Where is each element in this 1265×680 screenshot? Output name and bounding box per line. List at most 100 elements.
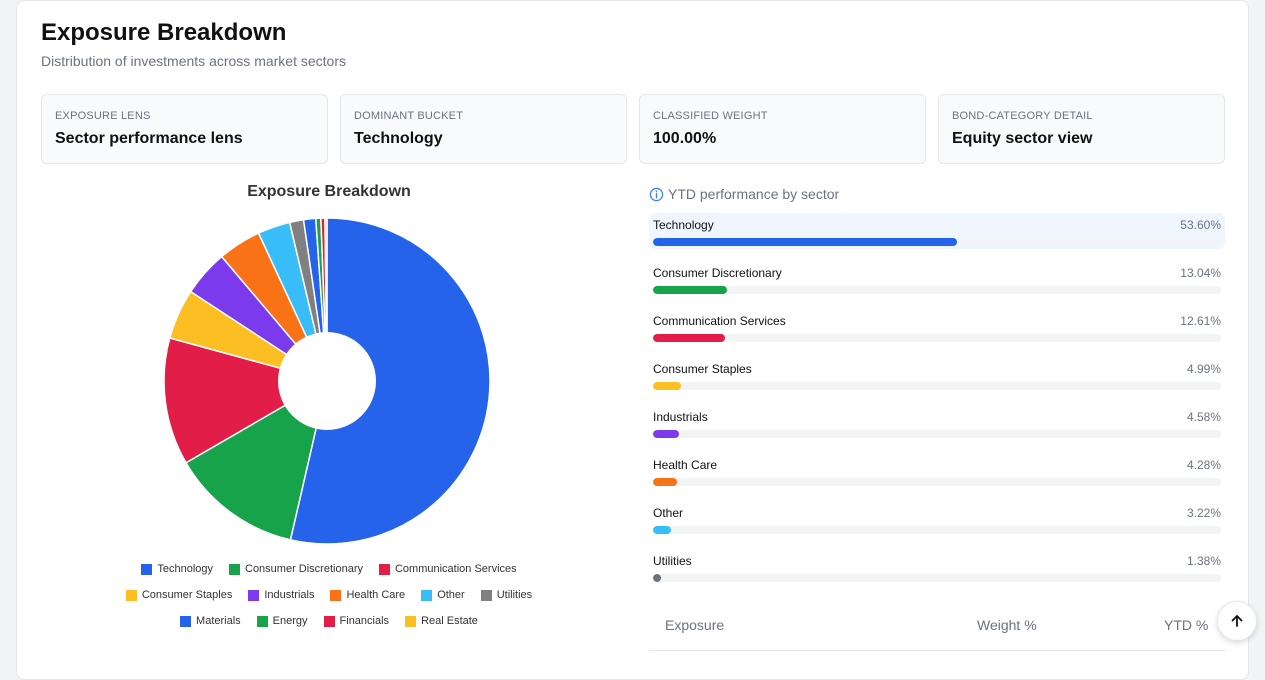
progress-fill [653, 478, 678, 486]
sector-pct: 3.22% [1186, 506, 1221, 520]
sector-name: Technology [653, 218, 714, 232]
progress-fill [653, 430, 679, 438]
progress-fill [653, 382, 682, 390]
sector-pct: 4.58% [1186, 410, 1221, 424]
legend-row: Technology Consumer Discretionary Communic… [41, 556, 617, 582]
legend-swatch [125, 589, 137, 601]
column-ytd[interactable]: YTD % [1164, 617, 1209, 633]
performance-list: Technology 53.60% Consumer Discretionary 13… [649, 213, 1225, 597]
legend-item[interactable]: Technology [141, 563, 213, 575]
scroll-to-top-button[interactable] [1217, 601, 1257, 641]
legend-item[interactable]: Financials [323, 615, 390, 627]
stat-label: EXPOSURE LENS [55, 110, 151, 122]
progress-track [653, 334, 1221, 342]
legend-label: Financials [339, 615, 390, 627]
legend-row: Materials Energy Financials Real Estate [41, 608, 617, 634]
stat-label: DOMINANT BUCKET [354, 110, 464, 122]
performance-row[interactable]: Consumer Staples 4.99% [649, 357, 1225, 405]
progress-track [653, 286, 1221, 294]
legend-swatch [405, 615, 417, 627]
legend-item[interactable]: Consumer Staples [125, 589, 233, 601]
legend-swatch [323, 615, 335, 627]
sector-name: Consumer Staples [653, 362, 752, 376]
page-subtitle: Distribution of investments across marke… [41, 53, 346, 69]
stat-label: CLASSIFIED WEIGHT [653, 110, 768, 122]
legend-swatch [421, 589, 433, 601]
progress-track [653, 382, 1221, 390]
legend-swatch [229, 563, 240, 575]
legend-item[interactable]: Materials [180, 615, 241, 627]
sector-name: Consumer Discretionary [653, 266, 782, 280]
performance-row[interactable]: Industrials 4.58% [649, 405, 1225, 453]
performance-row[interactable]: Utilities 1.38% [649, 549, 1225, 597]
legend-item[interactable]: Industrials [248, 589, 314, 601]
progress-fill [653, 334, 725, 342]
legend-item[interactable]: Other [421, 589, 465, 601]
legend-swatch [480, 589, 492, 601]
stat-classified-weight: CLASSIFIED WEIGHT 100.00% [639, 94, 926, 164]
stat-value: 100.00% [653, 130, 717, 147]
legend-item[interactable]: Real Estate [405, 615, 478, 627]
chart-title: Exposure Breakdown [247, 183, 411, 200]
legend-swatch [330, 589, 342, 601]
legend-label: Technology [157, 563, 213, 575]
progress-fill [653, 286, 728, 294]
performance-row[interactable]: Consumer Discretionary 13.04% [649, 261, 1225, 309]
legend-label: Consumer Staples [141, 589, 233, 601]
legend-item[interactable]: Health Care [330, 589, 405, 601]
sector-name: Industrials [653, 410, 708, 424]
stat-label: BOND-CATEGORY DETAIL [952, 110, 1093, 122]
legend-swatch [248, 589, 260, 601]
legend-item[interactable]: Utilities [480, 589, 532, 601]
legend-swatch [141, 563, 153, 575]
legend-row: Consumer Staples Industrials Health Care Ot… [41, 582, 617, 608]
legend-label: Industrials [264, 589, 315, 601]
performance-row[interactable]: Health Care 4.28% [649, 453, 1225, 501]
sector-pct: 13.04% [1180, 266, 1221, 280]
sector-name: Health Care [653, 458, 718, 472]
pie-slice-technology[interactable] [289, 217, 491, 545]
legend-swatch [180, 615, 192, 627]
stat-value: Sector performance lens [55, 130, 243, 147]
stat-bond-category-detail: BOND-CATEGORY DETAIL Equity sector view [938, 94, 1225, 164]
sector-name: Utilities [653, 554, 692, 568]
sector-pct: 53.60% [1180, 218, 1221, 232]
progress-fill [653, 526, 672, 534]
chart-legend: Technology Consumer Discretionary Communic… [41, 556, 617, 634]
stat-value: Technology [354, 130, 443, 147]
performance-row[interactable]: Technology 53.60% [649, 213, 1225, 249]
pie-slice-consumer-discretionary[interactable] [184, 379, 329, 541]
donut-hole [278, 332, 376, 430]
sector-pct: 1.38% [1186, 554, 1221, 568]
legend-swatch [256, 615, 268, 627]
sector-pct: 4.99% [1186, 362, 1221, 376]
progress-track [653, 430, 1221, 438]
sector-pct: 4.28% [1186, 458, 1221, 472]
sector-name: Communication Services [653, 314, 786, 328]
column-weight[interactable]: Weight % [977, 617, 1037, 633]
stat-value: Equity sector view [952, 130, 1093, 147]
stat-exposure-lens: EXPOSURE LENS Sector performance lens [41, 94, 328, 164]
page-title: Exposure Breakdown [41, 19, 287, 46]
column-exposure[interactable]: Exposure [665, 617, 725, 633]
stat-dominant-bucket: DOMINANT BUCKET Technology [340, 94, 627, 164]
exposure-table-header: Exposure Weight % YTD % [649, 601, 1225, 651]
pie-slice-communication-services[interactable] [163, 337, 329, 464]
legend-label: Materials [196, 615, 241, 627]
progress-track [653, 478, 1221, 486]
legend-label: Real Estate [421, 615, 478, 627]
sector-name: Other [653, 506, 684, 520]
legend-item[interactable]: Energy [256, 615, 308, 627]
performance-row[interactable]: Other 3.22% [649, 501, 1225, 549]
progress-fill [653, 574, 661, 582]
progress-fill [653, 238, 958, 246]
info-icon [649, 187, 664, 201]
legend-label: Energy [272, 615, 308, 627]
legend-item[interactable]: Consumer Discretionary [229, 563, 363, 575]
performance-row[interactable]: Communication Services 12.61% [649, 309, 1225, 357]
legend-label: Consumer Discretionary [245, 563, 363, 575]
legend-label: Communication Services [394, 563, 517, 575]
legend-item[interactable]: Communication Services [378, 563, 517, 575]
progress-track [653, 238, 1221, 246]
exposure-pie-chart [163, 217, 491, 545]
